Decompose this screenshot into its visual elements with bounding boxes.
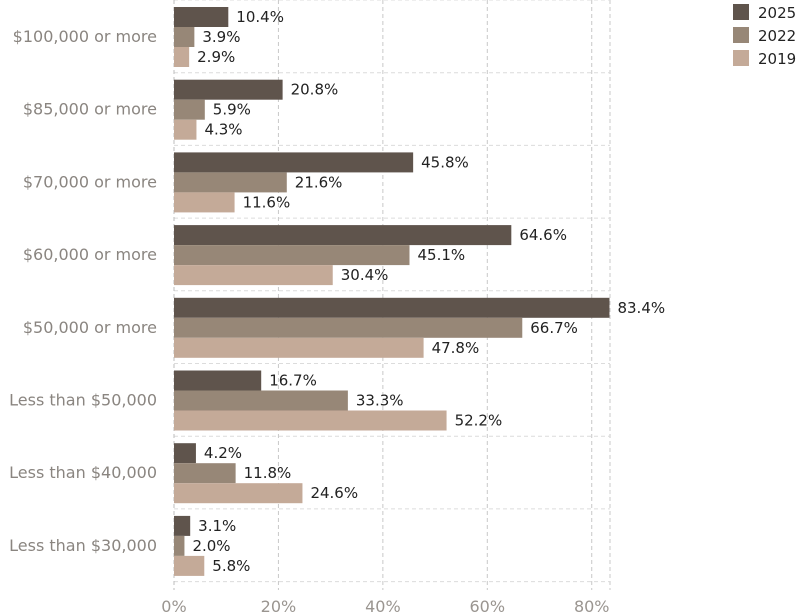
value-label: 5.9% <box>213 101 251 119</box>
bar-2019 <box>174 265 333 286</box>
value-label: 4.3% <box>204 121 242 139</box>
value-label: 20.8% <box>291 81 339 99</box>
category-label: Less than $40,000 <box>9 463 157 482</box>
bar-2025 <box>174 79 283 100</box>
category-label: $50,000 or more <box>23 318 157 337</box>
value-label: 3.9% <box>202 28 240 46</box>
value-label: 30.4% <box>341 266 389 284</box>
x-tick-labels-group: 0% 20% 40% 60% 80% <box>161 597 609 614</box>
category-label: $100,000 or more <box>13 27 157 46</box>
x-tick-label: 20% <box>261 597 297 614</box>
value-label: 11.6% <box>243 193 291 211</box>
x-tick-label: 40% <box>365 597 401 614</box>
bar-2022 <box>174 172 287 193</box>
bar-2019 <box>174 555 205 576</box>
bar-2022 <box>174 317 523 338</box>
x-tick-label: 80% <box>574 597 610 614</box>
bar-2025 <box>174 7 229 27</box>
grid-lines <box>173 0 611 590</box>
value-label: 4.2% <box>204 444 242 462</box>
value-label: 5.8% <box>212 557 250 575</box>
value-label: 64.6% <box>519 226 567 244</box>
bar-2022 <box>174 245 410 266</box>
category-label: Less than $30,000 <box>9 536 157 555</box>
value-label: 83.4% <box>617 299 665 317</box>
value-label: 11.8% <box>244 464 292 482</box>
value-labels-group: 10.4% 3.9% 2.9% 20.8% 5.9% 4.3% 45.8% 21.6%11.6… <box>192 8 665 575</box>
bar-2025 <box>174 152 414 173</box>
legend-label: 2025 <box>758 4 796 22</box>
bar-2022 <box>174 390 348 411</box>
legend-label: 2022 <box>758 27 796 45</box>
value-label: 10.4% <box>236 8 284 26</box>
value-label: 66.7% <box>530 319 578 337</box>
value-label: 33.3% <box>356 392 404 410</box>
value-label: 24.6% <box>310 484 358 502</box>
bar-2019 <box>174 410 447 431</box>
bar-2025 <box>174 370 262 391</box>
bar-2022 <box>174 99 205 120</box>
bar-2025 <box>174 443 196 464</box>
bar-2025 <box>174 297 610 318</box>
bar-2022 <box>174 27 195 47</box>
category-label: $70,000 or more <box>23 172 157 191</box>
bars-group <box>174 7 610 576</box>
value-label: 52.2% <box>455 412 503 430</box>
value-label: 47.8% <box>432 339 480 357</box>
bar-2019 <box>174 192 235 213</box>
bar-2025 <box>174 515 191 536</box>
value-label: 2.9% <box>197 48 235 66</box>
bar-2022 <box>174 535 185 556</box>
value-label: 45.8% <box>421 153 469 171</box>
value-label: 45.1% <box>417 246 465 264</box>
value-label: 16.7% <box>269 372 317 390</box>
category-label: Less than $50,000 <box>9 391 157 410</box>
value-label: 2.0% <box>192 537 230 555</box>
legend-swatch-2025 <box>733 4 749 20</box>
legend-swatch-2022 <box>733 27 749 43</box>
x-tick-label: 0% <box>161 597 186 614</box>
category-label: $85,000 or more <box>23 100 157 119</box>
legend-swatch-2019 <box>733 50 749 66</box>
legend: 2025 2022 2019 <box>733 4 796 68</box>
bar-2019 <box>174 337 424 358</box>
bar-2019 <box>174 119 197 140</box>
x-tick-label: 60% <box>470 597 506 614</box>
bar-2019 <box>174 47 190 67</box>
value-label: 3.1% <box>198 517 236 535</box>
legend-label: 2019 <box>758 50 796 68</box>
value-label: 21.6% <box>295 173 343 191</box>
category-label: $60,000 or more <box>23 245 157 264</box>
category-labels-group: $100,000 or more $85,000 or more $70,000 o… <box>9 27 157 555</box>
bar-2019 <box>174 483 303 504</box>
bar-2025 <box>174 225 512 246</box>
bar-2022 <box>174 463 236 484</box>
